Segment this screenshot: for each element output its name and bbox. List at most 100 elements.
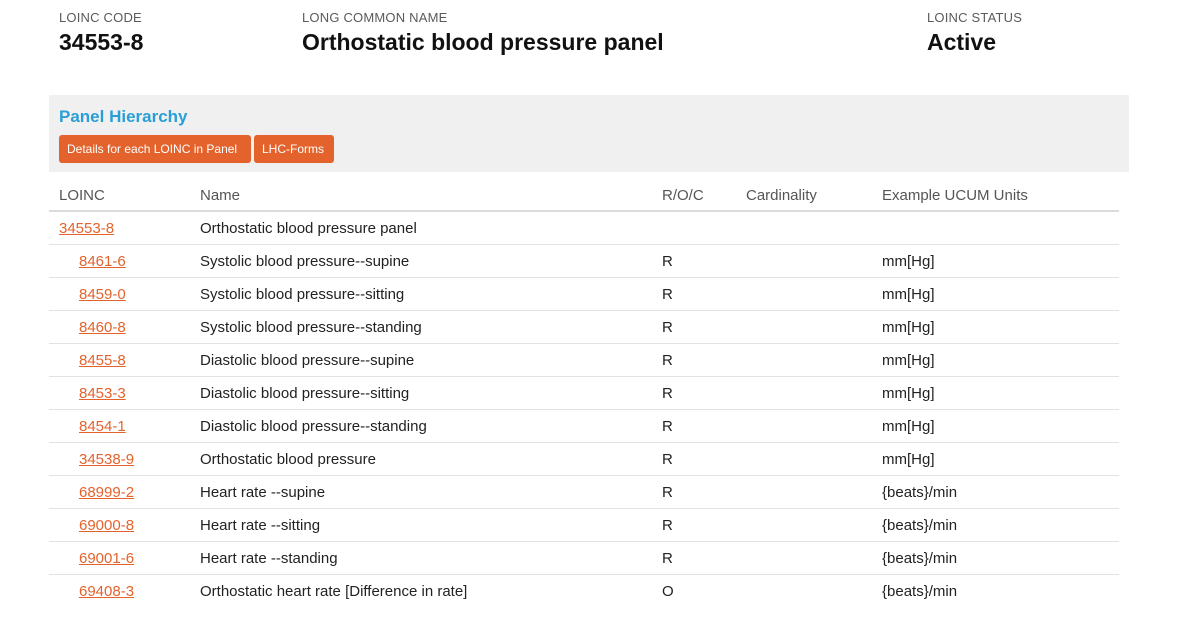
- loinc-link[interactable]: 8455-8: [79, 351, 126, 369]
- table-row: 69000-8 Heart rate --sitting R {beats}/min: [49, 508, 1119, 542]
- cell-units: mm[Hg]: [872, 310, 1119, 344]
- loinc-link[interactable]: 69408-3: [79, 582, 135, 600]
- panel-hierarchy-table: LOINC Name R/O/C Cardinality Example UCU…: [49, 180, 1119, 607]
- cell-loinc: 8454-1: [49, 409, 190, 443]
- cell-cardinality: [736, 575, 872, 608]
- cell-loinc: 69408-3: [49, 575, 190, 608]
- loinc-link[interactable]: 34538-9: [79, 450, 135, 468]
- table-row: 8454-1 Diastolic blood pressure--standing…: [49, 409, 1119, 443]
- cell-roc: R: [652, 343, 736, 377]
- cell-name: Diastolic blood pressure--standing: [190, 409, 652, 443]
- loinc-status-value: Active: [927, 29, 997, 55]
- loinc-link[interactable]: 68999-2: [79, 483, 135, 501]
- cell-units: {beats}/min: [872, 475, 1119, 509]
- cell-name: Systolic blood pressure--standing: [190, 310, 652, 344]
- cell-units: mm[Hg]: [872, 343, 1119, 377]
- loinc-link[interactable]: 8453-3: [79, 384, 126, 402]
- panel-hierarchy-section: Panel Hierarchy Details for each LOINC i…: [49, 95, 1129, 172]
- cell-units: mm[Hg]: [872, 442, 1119, 476]
- table-header-row: LOINC Name R/O/C Cardinality Example UCU…: [49, 180, 1119, 212]
- cell-name: Orthostatic heart rate [Difference in ra…: [200, 582, 468, 600]
- cell-name: Heart rate --sitting: [190, 508, 652, 542]
- loinc-link[interactable]: 8459-0: [79, 285, 126, 303]
- column-header-roc: R/O/C: [652, 180, 736, 212]
- loinc-link[interactable]: 8460-8: [79, 318, 126, 336]
- cell-roc: R: [652, 475, 736, 509]
- cell-cardinality: [736, 409, 872, 443]
- cell-name: Systolic blood pressure--supine: [190, 244, 652, 278]
- loinc-link[interactable]: 8454-1: [79, 417, 126, 435]
- column-header-units: Example UCUM Units: [872, 180, 1119, 212]
- cell-roc: R: [652, 277, 736, 311]
- panel-hierarchy-title: Panel Hierarchy: [59, 107, 188, 126]
- cell-name: Heart rate --supine: [190, 475, 652, 509]
- loinc-link[interactable]: 8461-6: [79, 252, 126, 270]
- cell-cardinality: [736, 376, 872, 410]
- cell-units: [872, 211, 1119, 245]
- long-common-name-label: LONG COMMON NAME: [302, 10, 448, 25]
- loinc-link[interactable]: 69001-6: [79, 549, 135, 567]
- cell-loinc: 34553-8: [49, 211, 190, 245]
- cell-cardinality: [736, 508, 872, 542]
- cell-loinc: 8460-8: [49, 310, 190, 344]
- cell-loinc: 8455-8: [49, 343, 190, 377]
- cell-units: mm[Hg]: [872, 277, 1119, 311]
- cell-cardinality: [736, 475, 872, 509]
- cell-cardinality: [736, 211, 872, 245]
- table-row: 34553-8 Orthostatic blood pressure panel: [49, 211, 1119, 245]
- loinc-status-label: LOINC STATUS: [927, 10, 1023, 25]
- lhc-forms-button[interactable]: LHC-Forms: [254, 135, 334, 163]
- table-row: 68999-2 Heart rate --supine R {beats}/min: [49, 475, 1119, 509]
- column-header-cardinality: Cardinality: [736, 180, 872, 212]
- long-common-name-block: LONG COMMON NAME Orthostatic blood press…: [302, 10, 664, 57]
- cell-roc: R: [652, 376, 736, 410]
- cell-units: {beats}/min: [872, 541, 1119, 575]
- cell-units: {beats}/min: [872, 508, 1119, 542]
- loinc-link[interactable]: 69000-8: [79, 516, 135, 534]
- loinc-link[interactable]: 34553-8: [59, 219, 115, 237]
- cell-units: mm[Hg]: [872, 409, 1119, 443]
- cell-cardinality: [736, 343, 872, 377]
- cell-name: Orthostatic blood pressure panel: [190, 211, 652, 245]
- table-row: 69001-6 Heart rate --standing R {beats}/min: [49, 541, 1119, 575]
- cell-loinc: 34538-9: [49, 442, 190, 476]
- cell-name: Systolic blood pressure--sitting: [190, 277, 652, 311]
- details-each-loinc-button[interactable]: Details for each LOINC in Panel: [59, 135, 251, 163]
- cell-units: mm[Hg]: [872, 244, 1119, 278]
- cell-cardinality: [736, 442, 872, 476]
- cell-loinc: 8453-3: [49, 376, 190, 410]
- column-header-loinc: LOINC: [49, 180, 190, 212]
- cell-cardinality: [736, 310, 872, 344]
- cell-roc: R: [652, 541, 736, 575]
- cell-roc: O: [662, 582, 674, 600]
- loinc-status-block: LOINC STATUS Active: [927, 10, 1022, 57]
- table-row: 8453-3 Diastolic blood pressure--sitting R…: [49, 376, 1119, 410]
- cell-cardinality: [736, 541, 872, 575]
- cell-cardinality: [736, 244, 872, 278]
- cell-loinc: 8459-0: [49, 277, 190, 311]
- table-row: 8460-8 Systolic blood pressure--standing R…: [49, 310, 1119, 344]
- cell-units: {beats}/min: [882, 582, 958, 600]
- cell-name: Heart rate --standing: [190, 541, 652, 575]
- loinc-code-value: 34553-8: [59, 29, 144, 55]
- cell-loinc: 69001-6: [49, 541, 190, 575]
- cell-name: Orthostatic blood pressure: [190, 442, 652, 476]
- cell-roc: R: [652, 508, 736, 542]
- cell-roc: R: [652, 442, 736, 476]
- table-body: 34553-8 Orthostatic blood pressure panel 8…: [49, 211, 1119, 607]
- cell-roc: [652, 211, 736, 245]
- cell-name: Diastolic blood pressure--supine: [190, 343, 652, 377]
- cell-cardinality: [736, 277, 872, 311]
- cell-roc: R: [652, 409, 736, 443]
- cell-units: mm[Hg]: [872, 376, 1119, 410]
- long-common-name-value: Orthostatic blood pressure panel: [302, 29, 664, 55]
- table-row: 69408-3 Orthostatic heart rate [Differenc…: [49, 575, 1119, 608]
- cell-loinc: 69000-8: [49, 508, 190, 542]
- cell-roc: R: [652, 244, 736, 278]
- cell-roc: R: [652, 310, 736, 344]
- cell-name: Diastolic blood pressure--sitting: [190, 376, 652, 410]
